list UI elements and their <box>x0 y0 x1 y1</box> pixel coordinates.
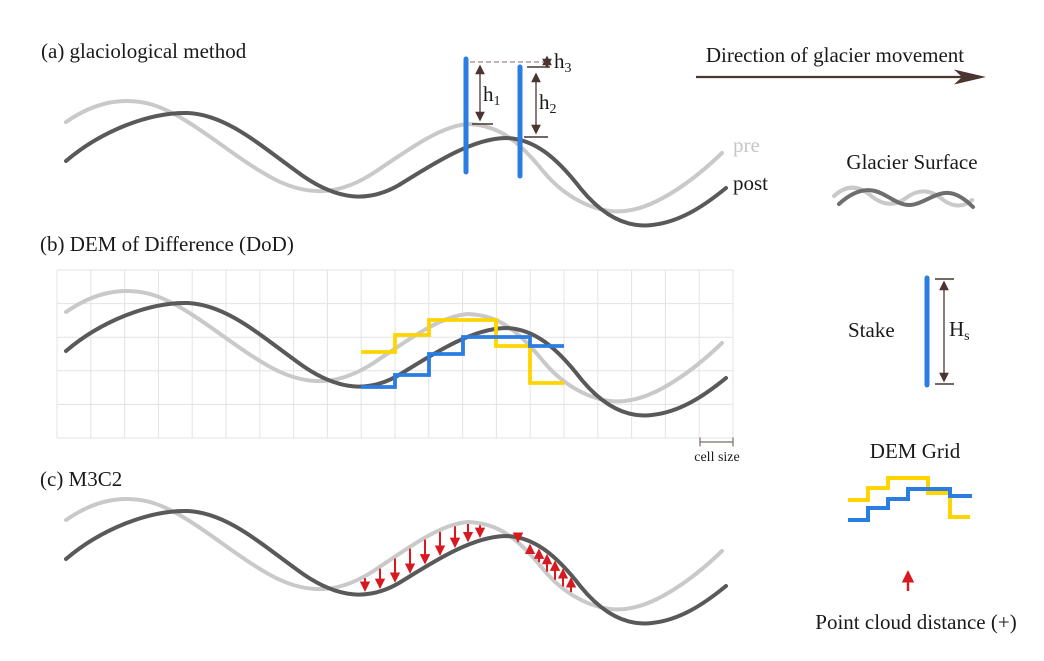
h2-label: h2 <box>539 90 557 117</box>
wave-pre-c <box>64 497 724 612</box>
wave-post-c <box>64 508 728 626</box>
legend-graphics-layer <box>696 69 986 591</box>
wave-pre-b <box>64 289 724 404</box>
hs-label: Hs <box>949 317 970 344</box>
stakes-layer <box>463 56 523 179</box>
pre-curve-label: pre <box>733 133 760 157</box>
glacier-surface-icon <box>837 188 975 209</box>
dem-steps-post <box>361 335 564 389</box>
h1-base: h <box>483 82 494 106</box>
h2-sub: 2 <box>550 102 557 117</box>
direction-arrowhead-icon <box>954 69 986 85</box>
glacier-surface-label: Glacier Surface <box>846 150 977 174</box>
glacier-waves-layer <box>64 99 728 626</box>
dem-steps-pre <box>361 318 564 385</box>
section-a-title: (a) glaciological method <box>41 39 247 63</box>
h3-base: h <box>554 49 565 73</box>
point-cloud-label: Point cloud distance (+) <box>815 610 1016 634</box>
h2-base: h <box>539 90 550 114</box>
m3c2-arrows-layer <box>359 524 577 593</box>
h1-sub: 1 <box>494 94 501 109</box>
dem-steps-layer <box>361 318 564 389</box>
glacier-surface-icon <box>832 185 974 208</box>
section-b-title: (b) DEM of Difference (DoD) <box>40 232 294 256</box>
wave-pre-a <box>64 99 724 214</box>
stake-label: Stake <box>848 318 895 342</box>
dem-grid-icon-pre <box>848 476 970 519</box>
hs-base: H <box>949 317 964 341</box>
hs-sub: s <box>964 329 969 344</box>
measure-arrows-layer <box>470 55 954 447</box>
direction-label: Direction of glacier movement <box>706 43 964 67</box>
dem-grid-icon-post <box>848 487 972 522</box>
h3-label: h3 <box>554 49 572 76</box>
section-c-title: (c) M3C2 <box>40 467 122 491</box>
wave-post-b <box>64 300 728 418</box>
h3-sub: 3 <box>565 61 572 76</box>
dem-grid-label: DEM Grid <box>870 439 961 463</box>
h1-label: h1 <box>483 82 501 109</box>
wave-post-a <box>64 110 728 228</box>
cell-size-label: cell size <box>694 450 739 465</box>
post-curve-label: post <box>733 171 768 195</box>
